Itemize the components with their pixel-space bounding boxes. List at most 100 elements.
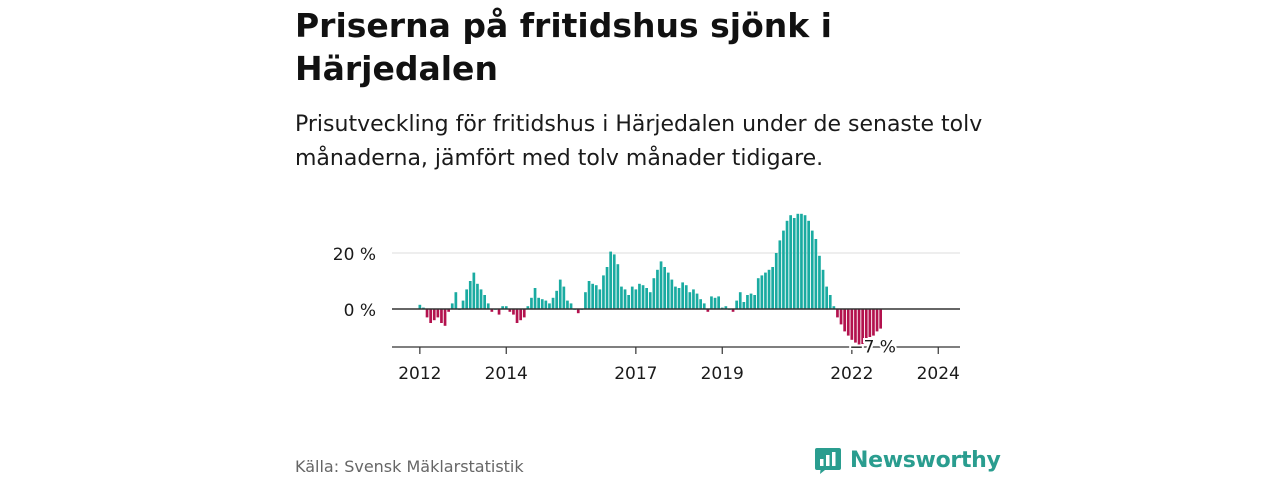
bar bbox=[879, 309, 882, 329]
bar bbox=[684, 285, 688, 309]
bar bbox=[483, 295, 486, 309]
bar bbox=[828, 295, 832, 309]
bar bbox=[670, 279, 674, 309]
bar bbox=[576, 309, 580, 314]
bar bbox=[461, 300, 465, 309]
bar bbox=[731, 309, 735, 312]
bar bbox=[756, 278, 760, 309]
bar bbox=[623, 289, 627, 309]
bar bbox=[864, 309, 868, 340]
newsworthy-logo-text: Newsworthy bbox=[850, 447, 1001, 473]
x-tick-label: 2019 bbox=[701, 364, 744, 384]
bar bbox=[418, 304, 422, 309]
bar bbox=[594, 285, 598, 309]
bar bbox=[839, 309, 843, 325]
bar bbox=[861, 309, 864, 344]
bar bbox=[432, 309, 436, 321]
bar bbox=[566, 300, 569, 309]
bar bbox=[465, 289, 468, 309]
bar bbox=[486, 303, 490, 309]
newsworthy-logo-icon bbox=[815, 448, 841, 474]
bar bbox=[512, 309, 515, 315]
bar bbox=[836, 309, 839, 318]
x-tick-label: 2014 bbox=[485, 364, 528, 384]
bar bbox=[663, 267, 666, 309]
bar bbox=[764, 272, 767, 309]
y-tick-label: 20 % bbox=[333, 245, 376, 265]
bar bbox=[602, 275, 605, 309]
bar bbox=[699, 299, 702, 309]
bar bbox=[713, 297, 717, 309]
newsworthy-logo[interactable]: Newsworthy bbox=[814, 446, 1001, 474]
bar bbox=[810, 230, 814, 309]
bar bbox=[666, 272, 670, 309]
bar bbox=[688, 292, 692, 309]
bar bbox=[656, 269, 659, 309]
bar bbox=[490, 309, 494, 312]
bar bbox=[472, 272, 476, 309]
bar bbox=[681, 282, 684, 309]
bar bbox=[749, 293, 753, 309]
bar bbox=[771, 267, 774, 309]
bar bbox=[850, 309, 854, 340]
bar bbox=[803, 215, 807, 309]
bar bbox=[443, 309, 447, 326]
bar bbox=[825, 286, 828, 309]
bar bbox=[612, 254, 616, 309]
chart-subtitle: Prisutveckling för fritidshus i Härjedal… bbox=[295, 112, 983, 171]
bar bbox=[468, 281, 472, 309]
bar bbox=[630, 286, 634, 309]
bar bbox=[526, 306, 530, 309]
bar bbox=[767, 269, 771, 309]
bar bbox=[846, 309, 850, 336]
bar bbox=[738, 292, 742, 309]
bar bbox=[584, 292, 587, 309]
last-value-annotation: −7 % bbox=[849, 338, 896, 358]
bar bbox=[558, 279, 562, 309]
bar bbox=[476, 283, 479, 309]
bar bbox=[832, 306, 836, 309]
bar bbox=[875, 309, 879, 332]
bar bbox=[508, 309, 512, 312]
bar bbox=[587, 281, 591, 309]
bar bbox=[450, 303, 454, 309]
bar bbox=[818, 255, 821, 309]
bar bbox=[854, 309, 857, 343]
bar bbox=[501, 306, 504, 309]
bar bbox=[479, 289, 483, 309]
bar bbox=[648, 292, 652, 309]
bar bbox=[800, 213, 803, 309]
bar bbox=[519, 309, 522, 321]
bar bbox=[609, 251, 612, 309]
bar bbox=[659, 261, 663, 309]
bar bbox=[638, 283, 641, 309]
bar bbox=[724, 306, 728, 309]
x-tick-label: 2022 bbox=[830, 364, 873, 384]
x-tick-label: 2024 bbox=[917, 364, 960, 384]
bar bbox=[821, 269, 825, 309]
bar bbox=[872, 309, 875, 336]
bar bbox=[429, 309, 432, 323]
bar bbox=[692, 289, 695, 309]
bar bbox=[695, 293, 699, 309]
bar bbox=[774, 253, 778, 309]
bar bbox=[735, 300, 738, 309]
bar bbox=[537, 297, 540, 309]
bar bbox=[425, 309, 429, 318]
bar bbox=[569, 303, 573, 309]
bar bbox=[753, 295, 756, 309]
bar bbox=[551, 297, 555, 309]
bar bbox=[440, 309, 443, 323]
bar bbox=[497, 309, 501, 315]
bar bbox=[591, 283, 594, 309]
bar bbox=[454, 292, 458, 309]
bar bbox=[605, 267, 609, 309]
bar bbox=[796, 213, 800, 309]
bar bbox=[533, 288, 537, 309]
bar bbox=[652, 278, 656, 309]
bar bbox=[436, 309, 440, 318]
bar bbox=[785, 220, 789, 309]
bar bbox=[544, 300, 548, 309]
bar bbox=[814, 239, 818, 309]
